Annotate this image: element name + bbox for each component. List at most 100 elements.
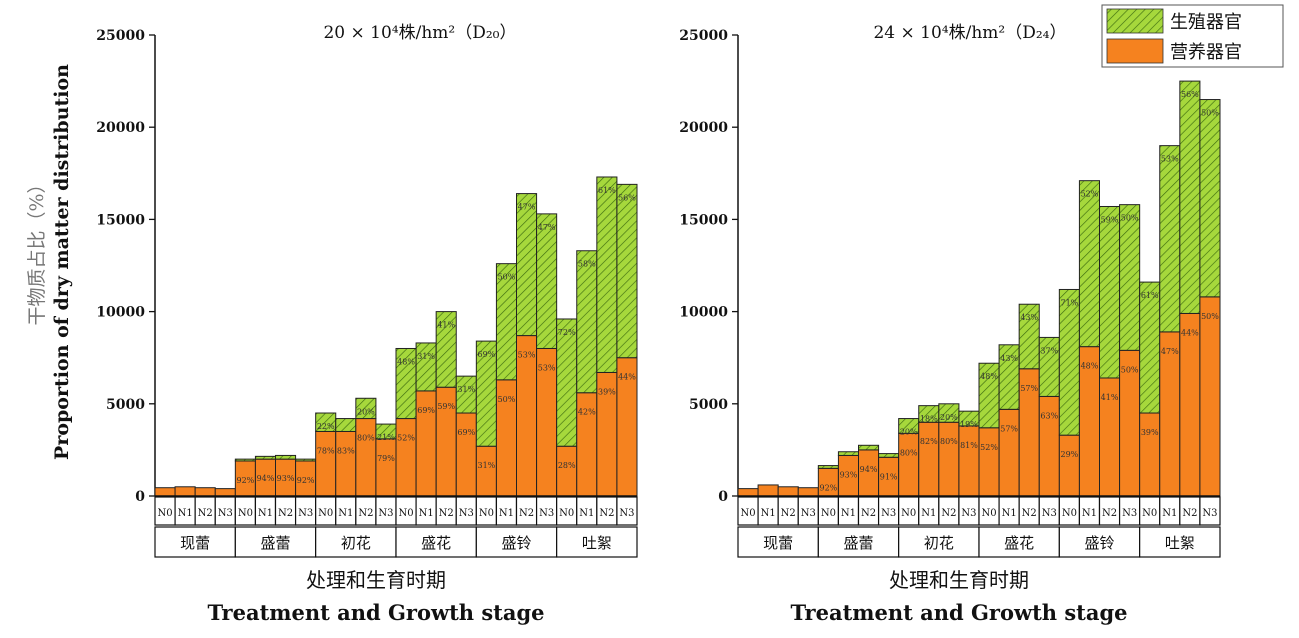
stage-label: 盛花 — [421, 534, 451, 552]
stage-cell — [154, 526, 236, 558]
data-label-reproductive: 41% — [437, 321, 455, 330]
stage-cell — [817, 526, 900, 558]
data-label-vegetative: 48% — [1081, 362, 1099, 371]
y-tick-label: 5000 — [106, 397, 145, 413]
stage-cell — [737, 526, 819, 558]
bar-reproductive-吐絮-N3 — [616, 183, 638, 359]
bar-reproductive-吐絮-N2 — [1179, 80, 1201, 314]
category-label: N3 — [619, 508, 634, 519]
bar-vegetative-初花-N3 — [375, 438, 397, 497]
bar-reproductive-吐絮-N1 — [1159, 145, 1181, 333]
bar-reproductive-盛蕾-N2 — [275, 454, 297, 460]
data-label-vegetative: 39% — [598, 387, 616, 396]
category-label: N3 — [881, 508, 896, 519]
y-tick-label: 25000 — [679, 28, 728, 44]
stage-label: 盛铃 — [1084, 534, 1114, 552]
data-label-vegetative: 83% — [337, 446, 355, 455]
data-label-reproductive: 21% — [377, 433, 395, 442]
bar-reproductive-盛蕾-N3 — [295, 458, 317, 462]
stage-label: 吐絮 — [582, 534, 612, 552]
chart-title: 20 × 10⁴株/hm²（D₂₀） — [323, 23, 516, 43]
data-label-vegetative: 57% — [1000, 424, 1018, 433]
legend-label-reproductive: 生殖器官 — [1170, 11, 1242, 33]
data-label-reproductive: 43% — [1020, 313, 1038, 322]
data-label-vegetative: 93% — [840, 470, 858, 479]
stage-label: 现蕾 — [180, 534, 210, 552]
category-label: N0 — [821, 508, 836, 519]
bar-vegetative-初花-N3 — [958, 425, 980, 497]
category-label: N1 — [921, 508, 936, 519]
data-label-vegetative: 94% — [257, 474, 275, 483]
bar-reproductive-初花-N2 — [355, 397, 377, 420]
bar-vegetative-初花-N1 — [335, 430, 357, 497]
data-label-vegetative: 69% — [457, 428, 475, 437]
data-label-vegetative: 39% — [1141, 428, 1159, 437]
bar-vegetative-初花-N0 — [315, 430, 337, 497]
bar-vegetative-现蕾-N1 — [757, 484, 779, 497]
data-label-reproductive: 31% — [457, 385, 475, 394]
bar-reproductive-盛花-N1 — [415, 342, 437, 392]
category-label: N3 — [1042, 508, 1057, 519]
bar-reproductive-盛蕾-N0 — [817, 465, 839, 469]
category-label: N1 — [1162, 508, 1177, 519]
bar-vegetative-盛铃-N0 — [1058, 434, 1080, 497]
data-label-vegetative: 78% — [317, 446, 335, 455]
legend: 生殖器官 营养器官 — [1101, 4, 1284, 68]
data-label-vegetative: 44% — [618, 373, 636, 382]
category-label: N0 — [981, 508, 996, 519]
stage-label: 初花 — [924, 534, 954, 552]
stage-cell — [1058, 526, 1141, 558]
category-label: N3 — [298, 508, 313, 519]
bar-vegetative-盛铃-N2 — [516, 335, 538, 497]
category-label: N1 — [258, 508, 273, 519]
bar-reproductive-盛蕾-N2 — [858, 444, 880, 451]
data-label-reproductive: 56% — [618, 193, 636, 202]
data-label-vegetative: 92% — [236, 476, 254, 485]
category-label: N3 — [1122, 508, 1137, 519]
stage-cell — [475, 526, 558, 558]
bar-reproductive-盛铃-N0 — [1058, 288, 1080, 436]
legend-swatch-reproductive — [1106, 8, 1164, 34]
stage-label: 盛蕾 — [843, 534, 873, 552]
data-label-reproductive: 48% — [980, 372, 998, 381]
category-label: N0 — [157, 508, 172, 519]
stage-cell — [315, 526, 397, 558]
data-label-vegetative: 28% — [558, 461, 576, 470]
bar-vegetative-吐絮-N1 — [1159, 331, 1181, 497]
stage-label: 初花 — [341, 534, 371, 552]
category-cell — [616, 496, 638, 526]
category-label: N1 — [1082, 508, 1097, 519]
category-label: N2 — [1022, 508, 1037, 519]
category-label: N2 — [278, 508, 293, 519]
data-label-reproductive: 61% — [598, 186, 616, 195]
bar-vegetative-现蕾-N3 — [797, 487, 819, 497]
data-label-vegetative: 29% — [1060, 450, 1078, 459]
y-axis-label-en: Proportion of dry matter distribution — [51, 64, 73, 460]
bar-reproductive-盛蕾-N1 — [837, 451, 860, 456]
data-label-reproductive: 48% — [397, 357, 415, 366]
y-tick-label: 10000 — [96, 305, 145, 321]
bar-reproductive-盛花-N2 — [435, 311, 457, 388]
category-label: N2 — [781, 508, 796, 519]
bar-vegetative-盛铃-N0 — [475, 445, 497, 497]
data-label-vegetative: 50% — [1121, 365, 1139, 374]
data-label-vegetative: 91% — [880, 472, 898, 481]
data-label-vegetative: 69% — [417, 406, 435, 415]
data-label-vegetative: 94% — [860, 465, 878, 474]
category-label: N1 — [338, 508, 353, 519]
data-label-reproductive: 52% — [1081, 190, 1099, 199]
category-label: N0 — [740, 508, 755, 519]
bar-reproductive-盛铃-N2 — [516, 193, 538, 337]
category-label: N0 — [318, 508, 333, 519]
y-axis-label-cn: 干物质占比（%） — [26, 174, 48, 325]
bar-reproductive-吐絮-N2 — [596, 176, 618, 373]
category-label: N2 — [1182, 508, 1197, 519]
bar-vegetative-盛花-N0 — [978, 427, 1000, 497]
category-label: N2 — [599, 508, 614, 519]
category-label: N2 — [358, 508, 373, 519]
category-cell — [1199, 496, 1221, 526]
data-label-vegetative: 31% — [477, 461, 495, 470]
y-tick-label: 15000 — [679, 212, 728, 228]
bar-vegetative-初花-N2 — [355, 418, 377, 497]
y-tick-label: 5000 — [689, 397, 728, 413]
